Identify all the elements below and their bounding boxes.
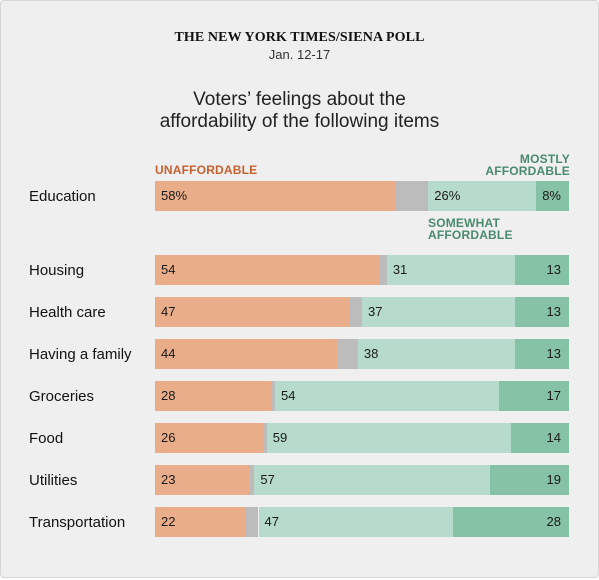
unaffordable-value-label: 22 [161, 514, 176, 529]
somewhat-affordable-value-label: 57 [260, 472, 275, 487]
chart-title: Voters’ feelings about the affordability… [1, 89, 598, 133]
unaffordable-value-label: 47 [161, 304, 176, 319]
mostly-affordable-label-line-1: MOSTLY [519, 152, 570, 166]
category-label: Education [29, 188, 96, 205]
mostly-affordable-segment [535, 181, 569, 211]
unaffordable-segment [155, 297, 350, 327]
category-label: Health care [29, 304, 106, 321]
mostly-affordable-value-label: 14 [546, 430, 561, 445]
stacked-bar: 54 31 13 [155, 255, 569, 285]
mostly-affordable-value-label: 13 [546, 346, 561, 361]
unaffordable-value-label: 23 [161, 472, 176, 487]
mostly-affordable-segment [490, 465, 569, 495]
unaffordable-value-label: 28 [161, 388, 176, 403]
no-answer-segment [349, 297, 362, 327]
no-answer-segment [262, 423, 267, 453]
unaffordable-segment [155, 423, 263, 453]
somewhat-affordable-value-label: 47 [264, 514, 279, 529]
chart-title-line-2: affordability of the following items [159, 111, 440, 132]
mostly-affordable-value-label: 8% [542, 188, 561, 203]
unaffordable-value-label: 54 [161, 262, 176, 277]
chart-title-line-1: Voters’ feelings about the [193, 89, 406, 110]
unaffordable-segment [155, 339, 338, 369]
no-answer-segment [378, 255, 387, 285]
mostly-affordable-value-label: 17 [546, 388, 561, 403]
stacked-bar: 22 47 28 [155, 507, 569, 537]
category-label: Transportation [29, 514, 126, 531]
somewhat-affordable-value-label: 37 [368, 304, 383, 319]
mostly-affordable-segment [515, 297, 569, 327]
mostly-affordable-segment [515, 339, 569, 369]
somewhat-affordable-value-label: 54 [281, 388, 296, 403]
somewhat-affordable-segment [266, 423, 512, 453]
somewhat-affordable-segment [357, 339, 516, 369]
unaffordable-value-label: 58% [161, 188, 188, 203]
category-label: Utilities [29, 472, 78, 489]
mostly-affordable-value-label: 28 [546, 514, 561, 529]
somewhat-affordable-segment [254, 465, 491, 495]
no-answer-segment [270, 381, 276, 411]
somewhat-affordable-segment [275, 381, 499, 411]
category-label: Groceries [29, 388, 95, 405]
somewhat-affordable-label-line-1: SOMEWHAT [428, 216, 501, 230]
mostly-affordable-value-label: 13 [546, 304, 561, 319]
somewhat-affordable-segment [386, 255, 516, 285]
poll-date: Jan. 12-17 [268, 47, 331, 62]
somewhat-affordable-segment [362, 297, 516, 327]
stacked-bar: 47 37 13 [155, 297, 569, 327]
unaffordable-segment [155, 381, 271, 411]
no-answer-segment [246, 507, 259, 537]
category-label: Having a family [29, 346, 132, 363]
unaffordable-value-label: 26 [161, 430, 176, 445]
mostly-affordable-legend-label: MOSTLY AFFORDABLE [485, 153, 570, 177]
category-label: Food [29, 430, 64, 447]
somewhat-affordable-value-label: 26% [434, 188, 461, 203]
mostly-affordable-segment [453, 507, 569, 537]
unaffordable-legend-label: UNAFFORDABLE [155, 163, 258, 177]
stacked-bar: 44 38 13 [155, 339, 569, 369]
no-answer-segment [337, 339, 358, 369]
no-answer-segment [395, 181, 429, 211]
somewhat-affordable-legend-label: SOMEWHAT AFFORDABLE [428, 217, 513, 241]
unaffordable-segment [155, 507, 247, 537]
stacked-bar: 58% 26% 8% [155, 181, 569, 211]
somewhat-affordable-segment [258, 507, 454, 537]
no-answer-segment [250, 465, 255, 495]
category-label: Housing [29, 262, 85, 279]
somewhat-affordable-value-label: 38 [363, 346, 379, 361]
mostly-affordable-value-label: 13 [546, 262, 561, 277]
mostly-affordable-value-label: 19 [546, 472, 561, 487]
somewhat-affordable-segment [428, 181, 536, 211]
unaffordable-segment [155, 255, 379, 285]
somewhat-affordable-value-label: 59 [272, 430, 288, 445]
unaffordable-segment [155, 465, 251, 495]
stacked-bar: 26 59 14 [155, 423, 569, 453]
stacked-bar: 23 57 19 [155, 465, 569, 495]
mostly-affordable-segment [511, 423, 569, 453]
unaffordable-segment [155, 181, 396, 211]
mostly-affordable-label-line-2: AFFORDABLE [485, 164, 570, 178]
poll-source: THE NEW YORK TIMES/SIENA POLL [174, 30, 425, 45]
somewhat-affordable-label-line-2: AFFORDABLE [428, 228, 513, 242]
unaffordable-value-label: 44 [161, 346, 176, 361]
somewhat-affordable-value-label: 31 [392, 262, 408, 277]
stacked-bar: 28 54 17 [155, 381, 569, 411]
mostly-affordable-segment [515, 255, 569, 285]
mostly-affordable-segment [498, 381, 569, 411]
